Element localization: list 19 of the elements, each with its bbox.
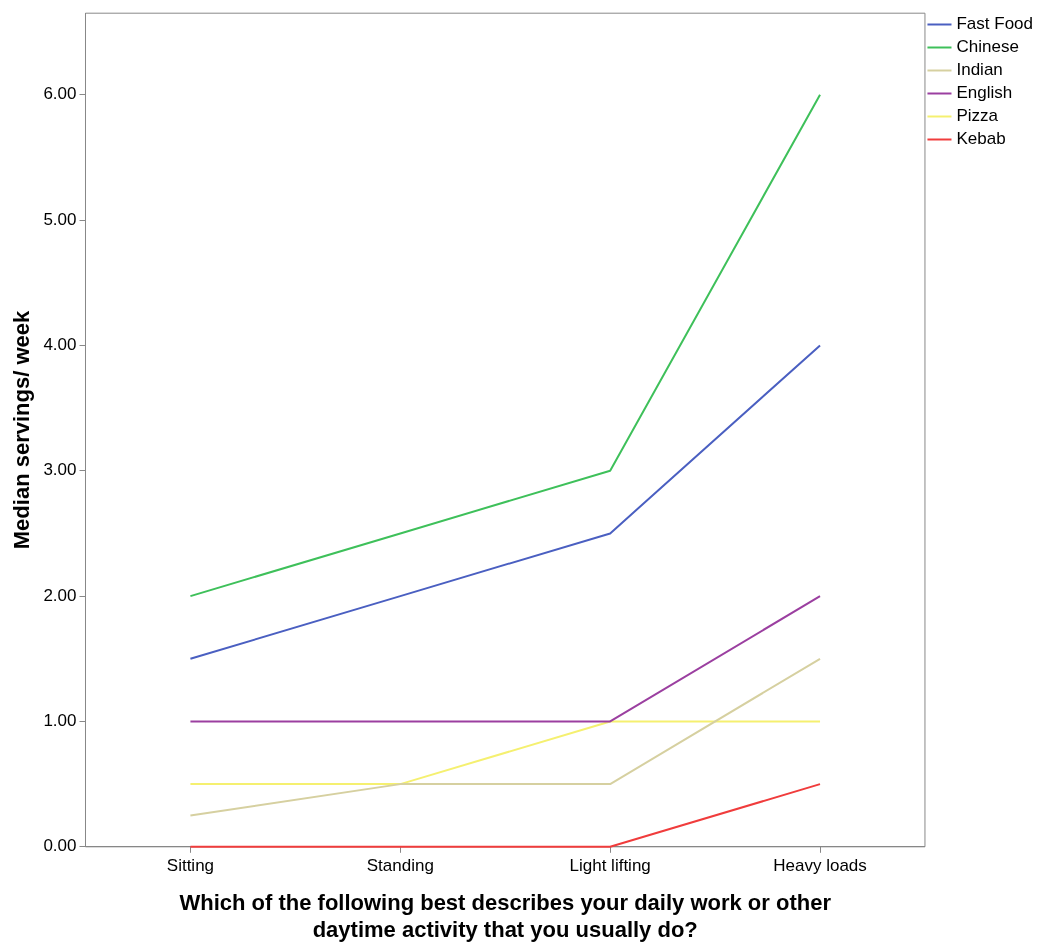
y-axis-title: Median servings/ week: [9, 310, 35, 550]
y-tick-label: 5.00: [43, 209, 77, 229]
legend-label: Fast Food: [956, 14, 1034, 34]
x-tick-label: Light lifting: [569, 855, 651, 875]
y-tick-label: 2.00: [43, 585, 77, 605]
x-tick-label: Standing: [366, 855, 434, 875]
legend-label: Chinese: [956, 37, 1019, 57]
x-tick-label: Sitting: [166, 855, 215, 875]
x-axis-title: Which of the following best describes your daily work or other daytime activity that you usually do?: [179, 890, 832, 942]
legend-label: Indian: [956, 60, 1003, 80]
y-tick-label: 3.00: [43, 460, 77, 480]
y-tick-label: 6.00: [43, 84, 77, 104]
y-tick-label: 0.00: [43, 836, 77, 856]
y-tick-label: 1.00: [43, 711, 77, 731]
y-tick-label: 4.00: [43, 335, 77, 355]
x-tick-label: Heavy loads: [773, 855, 867, 875]
legend-label: English: [956, 83, 1013, 103]
legend-label: Kebab: [956, 129, 1006, 149]
legend-label: Pizza: [956, 106, 999, 126]
